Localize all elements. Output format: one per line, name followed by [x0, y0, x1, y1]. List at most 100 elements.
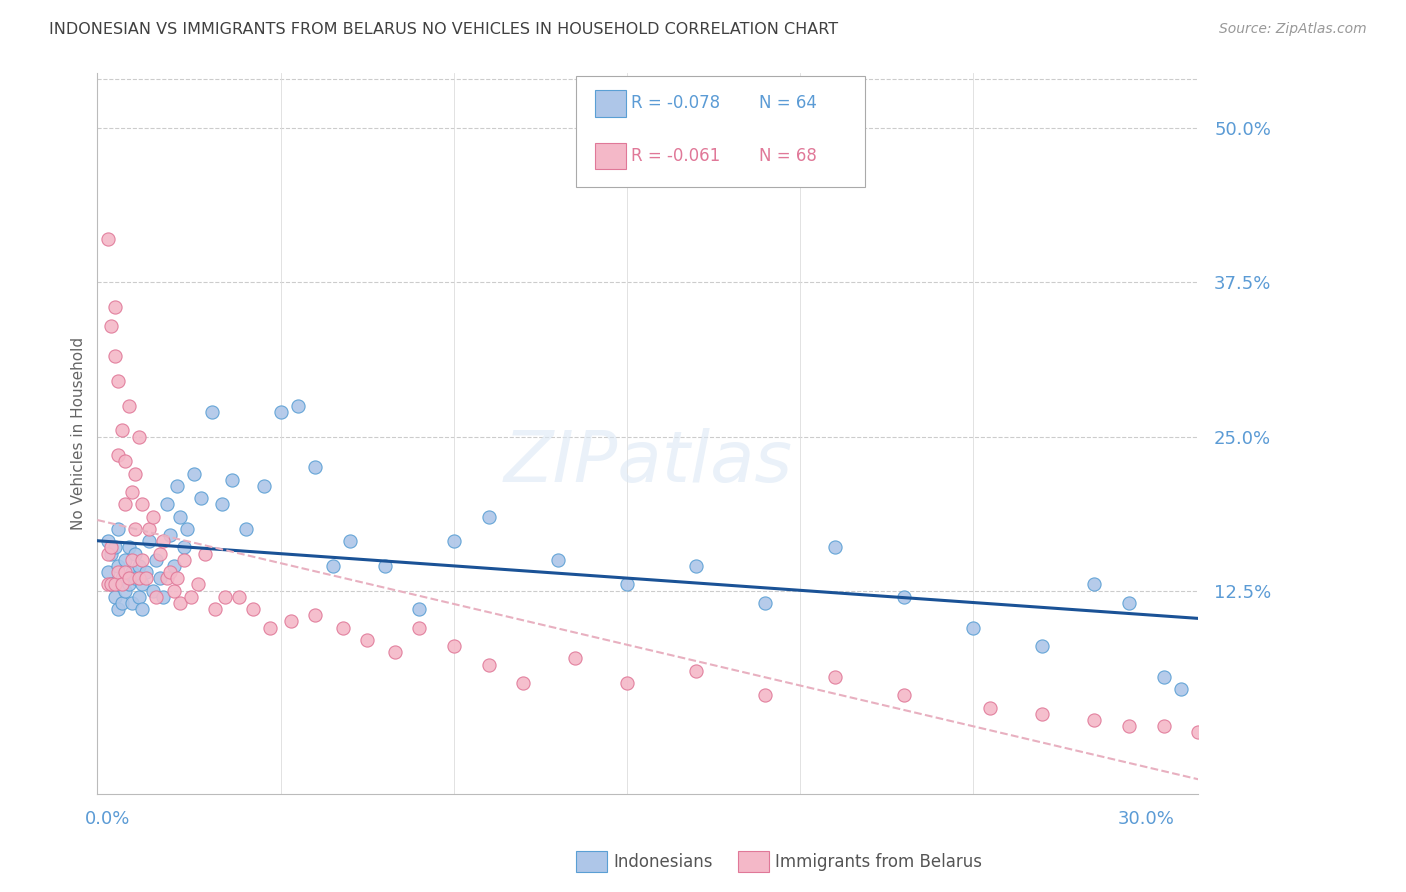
Point: [121, 485, 143, 500]
Point: [162, 558, 184, 573]
Point: [117, 571, 139, 585]
Text: N = 64: N = 64: [759, 95, 817, 112]
Point: [97, 232, 120, 246]
Point: [121, 596, 143, 610]
Point: [142, 509, 165, 524]
Point: [824, 541, 846, 555]
Point: [356, 632, 378, 647]
Point: [204, 602, 226, 616]
Point: [114, 497, 136, 511]
Point: [893, 689, 915, 703]
Point: [1083, 577, 1105, 591]
Point: [962, 621, 984, 635]
Point: [173, 553, 195, 567]
Point: [374, 558, 396, 573]
Point: [117, 399, 139, 413]
Point: [280, 615, 302, 629]
Point: [1118, 719, 1140, 733]
Point: [443, 639, 465, 653]
Point: [152, 534, 174, 549]
Point: [149, 547, 172, 561]
Point: [131, 553, 153, 567]
Point: [200, 405, 222, 419]
Point: [252, 479, 274, 493]
Point: [104, 590, 127, 604]
Text: Immigrants from Belarus: Immigrants from Belarus: [775, 853, 981, 871]
Point: [124, 547, 146, 561]
Point: [685, 558, 707, 573]
Point: [339, 534, 361, 549]
Point: [107, 565, 129, 579]
Point: [97, 565, 120, 579]
Point: [443, 534, 465, 549]
Text: Indonesians: Indonesians: [613, 853, 713, 871]
Point: [124, 467, 146, 481]
Point: [287, 399, 309, 413]
Point: [114, 583, 136, 598]
Point: [114, 454, 136, 468]
Point: [110, 424, 132, 438]
Point: [100, 318, 122, 333]
Point: [477, 657, 499, 672]
Point: [110, 577, 132, 591]
Point: [159, 565, 181, 579]
Point: [190, 491, 212, 505]
Point: [138, 534, 160, 549]
Point: [564, 651, 586, 665]
Point: [180, 590, 202, 604]
Point: [107, 374, 129, 388]
Point: [1031, 639, 1053, 653]
Text: Source: ZipAtlas.com: Source: ZipAtlas.com: [1219, 22, 1367, 37]
Point: [100, 577, 122, 591]
Point: [176, 522, 198, 536]
Point: [138, 522, 160, 536]
Point: [221, 473, 243, 487]
Point: [97, 577, 120, 591]
Point: [100, 541, 122, 555]
Point: [384, 645, 406, 659]
Point: [124, 571, 146, 585]
Point: [128, 590, 150, 604]
Point: [149, 571, 172, 585]
Point: [173, 541, 195, 555]
Point: [110, 596, 132, 610]
Point: [152, 590, 174, 604]
Point: [547, 553, 569, 567]
Point: [121, 553, 143, 567]
Point: [142, 583, 165, 598]
Point: [1187, 725, 1209, 739]
Point: [322, 558, 344, 573]
Point: [104, 350, 127, 364]
Point: [1083, 713, 1105, 727]
Point: [979, 700, 1001, 714]
Point: [131, 577, 153, 591]
Point: [107, 602, 129, 616]
Point: [1118, 596, 1140, 610]
Point: [107, 558, 129, 573]
Point: [155, 497, 177, 511]
Point: [100, 577, 122, 591]
Point: [408, 602, 430, 616]
Point: [117, 577, 139, 591]
Point: [194, 547, 217, 561]
Point: [166, 571, 188, 585]
Point: [1153, 670, 1175, 684]
Text: ZIPatlas: ZIPatlas: [503, 428, 792, 497]
Point: [824, 670, 846, 684]
Point: [270, 405, 292, 419]
Point: [159, 528, 181, 542]
Point: [304, 608, 326, 623]
Point: [477, 509, 499, 524]
Point: [131, 602, 153, 616]
Point: [104, 541, 127, 555]
Point: [135, 565, 157, 579]
Point: [155, 571, 177, 585]
Text: R = -0.078: R = -0.078: [631, 95, 720, 112]
Point: [104, 300, 127, 314]
Text: N = 68: N = 68: [759, 147, 817, 165]
Point: [211, 497, 233, 511]
Point: [110, 571, 132, 585]
Point: [128, 571, 150, 585]
Point: [228, 590, 250, 604]
Point: [214, 590, 236, 604]
